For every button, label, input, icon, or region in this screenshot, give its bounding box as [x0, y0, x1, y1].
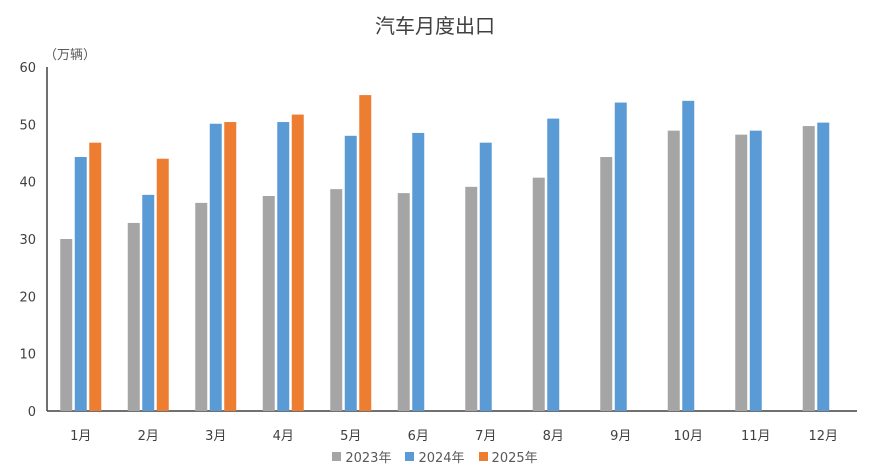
chart-title: 汽车月度出口: [375, 14, 495, 38]
x-tick-label: 3月: [205, 429, 226, 444]
y-tick-label: 20: [19, 290, 36, 305]
bar-2024年-7月: [479, 142, 492, 411]
x-tick-label: 5月: [340, 429, 361, 444]
bar-2023年-11月: [735, 134, 748, 412]
bar-2024年-9月: [614, 102, 627, 412]
bar-2024年-12月: [817, 122, 830, 411]
bar-2023年-6月: [397, 193, 410, 411]
x-tick-label: 4月: [273, 429, 294, 444]
legend-item: 2025年: [478, 447, 538, 466]
bar-2024年-11月: [749, 130, 762, 411]
bar-2025年-2月: [156, 158, 169, 411]
legend-item: 2024年: [405, 447, 465, 466]
x-tick-label: 12月: [808, 429, 838, 444]
bar-2023年-5月: [330, 189, 343, 411]
bar-2025年-5月: [359, 95, 372, 412]
bar-2024年-4月: [277, 122, 290, 411]
x-tick-label: 2月: [138, 429, 159, 444]
y-tick-label: 0: [28, 405, 36, 420]
y-tick-label: 30: [19, 233, 36, 248]
bar-2023年-10月: [667, 130, 680, 411]
bar-2023年-4月: [262, 196, 275, 411]
bar-2024年-1月: [74, 157, 87, 411]
bar-2023年-12月: [802, 126, 815, 411]
bar-2025年-1月: [89, 142, 102, 411]
y-tick-label: 10: [19, 348, 36, 363]
legend-label: 2023年: [345, 451, 392, 466]
x-tick-label: 10月: [673, 429, 703, 444]
bar-2024年-8月: [547, 118, 560, 411]
legend-swatch: [405, 452, 415, 461]
bar-2023年-8月: [532, 177, 545, 411]
bar-2023年-9月: [600, 157, 613, 411]
y-tick-label: 50: [19, 118, 36, 133]
x-tick-label: 6月: [408, 429, 429, 444]
legend-swatch: [332, 452, 342, 461]
legend-label: 2024年: [418, 451, 465, 466]
bar-2024年-6月: [412, 132, 425, 411]
x-tick-label: 9月: [610, 429, 631, 444]
bar-2025年-4月: [291, 114, 304, 411]
bar-2024年-5月: [344, 135, 357, 412]
bar-2023年-2月: [127, 222, 140, 411]
y-axis-unit-label: （万辆）: [44, 48, 97, 63]
x-tick-label: 11月: [741, 429, 771, 444]
legend-swatch: [478, 452, 488, 461]
y-tick-label: 60: [19, 61, 36, 76]
legend-item: 2023年: [332, 447, 391, 466]
bar-2023年-7月: [465, 186, 478, 411]
x-tick-label: 1月: [70, 429, 91, 444]
legend: 2023年 2024年 2025年: [0, 447, 870, 466]
bar-2024年-3月: [209, 123, 222, 411]
y-tick-label: 40: [19, 176, 36, 191]
x-tick-label: 8月: [543, 429, 564, 444]
x-tick-label: 7月: [475, 429, 496, 444]
bar-2024年-2月: [142, 194, 155, 411]
legend-label: 2025年: [491, 451, 538, 466]
bar-2024年-10月: [682, 100, 695, 412]
bar-2023年-1月: [60, 239, 73, 411]
bar-2025年-3月: [224, 122, 237, 411]
bar-2023年-3月: [195, 202, 208, 411]
